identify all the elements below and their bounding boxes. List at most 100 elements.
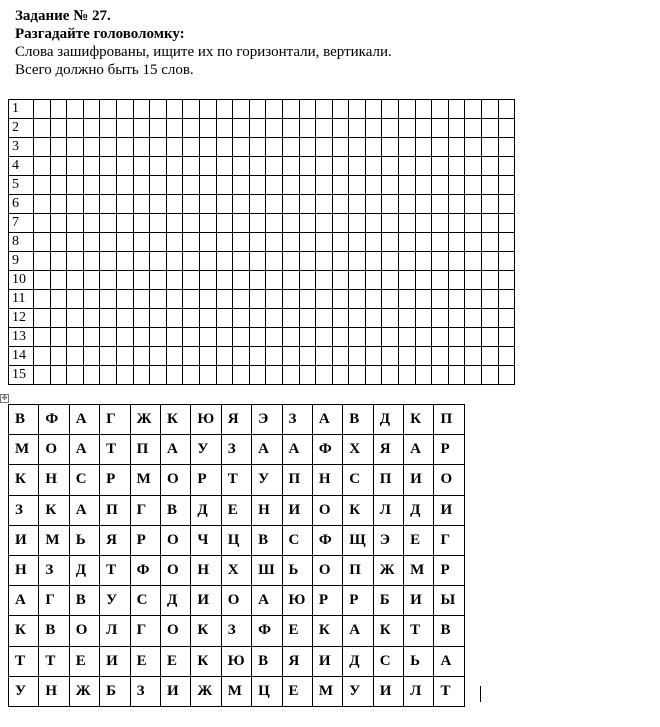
answer-cell[interactable]: [66, 308, 84, 328]
answer-cell[interactable]: [49, 213, 68, 233]
answer-cell[interactable]: [381, 308, 400, 328]
answer-cell[interactable]: [248, 346, 267, 366]
answer-cell[interactable]: [198, 99, 217, 119]
answer-cell[interactable]: [481, 137, 499, 157]
answer-cell[interactable]: [381, 118, 400, 138]
answer-cell[interactable]: [265, 327, 283, 347]
answer-cell[interactable]: [431, 346, 449, 366]
answer-cell[interactable]: [497, 308, 516, 328]
answer-cell[interactable]: [348, 175, 366, 195]
answer-cell[interactable]: [331, 251, 350, 271]
answer-cell[interactable]: [198, 213, 217, 233]
answer-cell[interactable]: [182, 175, 200, 195]
answer-cell[interactable]: [82, 308, 101, 328]
answer-cell[interactable]: [265, 194, 283, 214]
answer-cell[interactable]: [115, 308, 134, 328]
answer-cell[interactable]: [215, 289, 234, 309]
answer-cell[interactable]: [149, 175, 167, 195]
answer-cell[interactable]: [99, 99, 117, 119]
answer-cell[interactable]: [331, 289, 350, 309]
answer-cell[interactable]: [265, 308, 283, 328]
answer-cell[interactable]: [431, 289, 449, 309]
answer-cell[interactable]: [149, 194, 167, 214]
answer-cell[interactable]: [165, 137, 184, 157]
answer-cell[interactable]: [215, 251, 234, 271]
answer-cell[interactable]: [398, 175, 416, 195]
answer-cell[interactable]: [132, 251, 151, 271]
answer-cell[interactable]: [165, 194, 184, 214]
answer-cell[interactable]: [398, 251, 416, 271]
answer-cell[interactable]: [82, 365, 101, 385]
answer-cell[interactable]: [132, 99, 151, 119]
answer-cell[interactable]: [281, 251, 300, 271]
answer-cell[interactable]: [165, 232, 184, 252]
answer-cell[interactable]: [331, 308, 350, 328]
answer-cell[interactable]: [248, 232, 267, 252]
answer-cell[interactable]: [431, 232, 449, 252]
answer-cell[interactable]: [149, 327, 167, 347]
answer-cell[interactable]: [381, 99, 400, 119]
answer-cell[interactable]: [281, 232, 300, 252]
answer-cell[interactable]: [82, 118, 101, 138]
answer-cell[interactable]: [348, 137, 366, 157]
answer-cell[interactable]: [115, 156, 134, 176]
answer-cell[interactable]: [215, 213, 234, 233]
answer-cell[interactable]: [99, 213, 117, 233]
answer-cell[interactable]: [49, 137, 68, 157]
answer-cell[interactable]: [447, 327, 466, 347]
answer-cell[interactable]: [464, 156, 483, 176]
answer-cell[interactable]: [364, 327, 383, 347]
answer-cell[interactable]: [281, 213, 300, 233]
answer-cell[interactable]: [348, 194, 366, 214]
answer-cell[interactable]: [33, 118, 51, 138]
answer-cell[interactable]: [414, 289, 433, 309]
answer-cell[interactable]: [99, 232, 117, 252]
answer-cell[interactable]: [364, 289, 383, 309]
answer-cell[interactable]: [298, 232, 317, 252]
answer-cell[interactable]: [165, 289, 184, 309]
answer-cell[interactable]: [82, 289, 101, 309]
answer-cell[interactable]: [381, 175, 400, 195]
answer-cell[interactable]: [464, 175, 483, 195]
answer-cell[interactable]: [265, 118, 283, 138]
answer-cell[interactable]: [99, 365, 117, 385]
answer-cell[interactable]: [82, 346, 101, 366]
answer-cell[interactable]: [447, 194, 466, 214]
answer-cell[interactable]: [248, 194, 267, 214]
answer-cell[interactable]: [464, 251, 483, 271]
answer-cell[interactable]: [447, 270, 466, 290]
answer-cell[interactable]: [115, 137, 134, 157]
answer-cell[interactable]: [99, 270, 117, 290]
answer-cell[interactable]: [149, 289, 167, 309]
answer-cell[interactable]: [398, 308, 416, 328]
answer-cell[interactable]: [149, 137, 167, 157]
answer-cell[interactable]: [298, 327, 317, 347]
answer-cell[interactable]: [248, 251, 267, 271]
answer-cell[interactable]: [232, 327, 250, 347]
answer-cell[interactable]: [66, 175, 84, 195]
answer-cell[interactable]: [182, 232, 200, 252]
answer-cell[interactable]: [66, 289, 84, 309]
answer-cell[interactable]: [265, 270, 283, 290]
answer-cell[interactable]: [182, 251, 200, 271]
answer-cell[interactable]: [99, 251, 117, 271]
answer-cell[interactable]: [464, 365, 483, 385]
answer-cell[interactable]: [414, 308, 433, 328]
answer-cell[interactable]: [82, 99, 101, 119]
answer-cell[interactable]: [49, 365, 68, 385]
answer-cell[interactable]: [115, 213, 134, 233]
answer-cell[interactable]: [198, 118, 217, 138]
answer-cell[interactable]: [414, 365, 433, 385]
answer-cell[interactable]: [331, 346, 350, 366]
answer-cell[interactable]: [49, 156, 68, 176]
answer-cell[interactable]: [66, 251, 84, 271]
answer-cell[interactable]: [182, 156, 200, 176]
answer-cell[interactable]: [331, 232, 350, 252]
answer-cell[interactable]: [497, 327, 516, 347]
answer-cell[interactable]: [315, 118, 333, 138]
answer-cell[interactable]: [198, 270, 217, 290]
answer-cell[interactable]: [49, 194, 68, 214]
answer-cell[interactable]: [364, 251, 383, 271]
answer-cell[interactable]: [149, 213, 167, 233]
answer-cell[interactable]: [215, 137, 234, 157]
